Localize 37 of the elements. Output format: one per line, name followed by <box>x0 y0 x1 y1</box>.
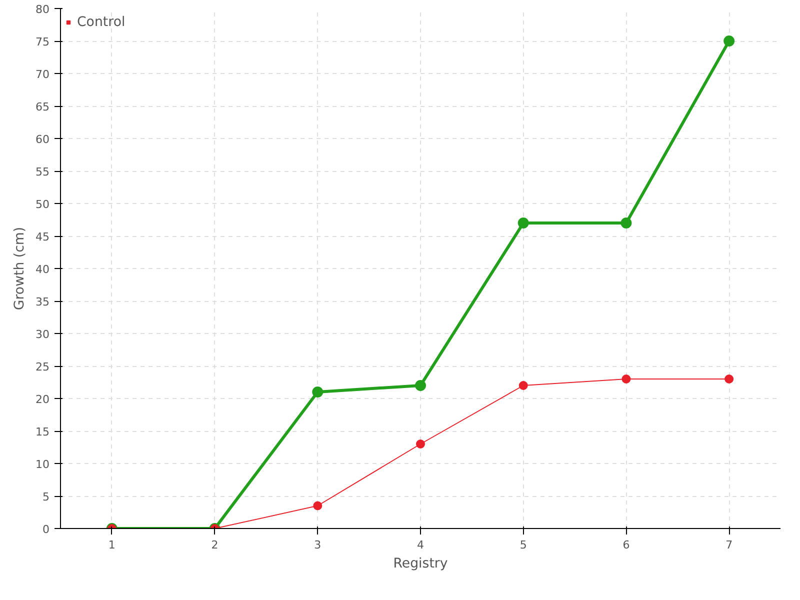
x-axis-title: Registry <box>393 556 448 572</box>
point <box>313 501 322 510</box>
x-tick-label: 1 <box>108 538 116 552</box>
legend-label: Control <box>77 14 126 30</box>
point <box>312 386 324 398</box>
y-tick-label: 80 <box>36 3 50 16</box>
x-tick-label: 6 <box>622 538 630 552</box>
point <box>724 36 735 46</box>
x-tick-label: 3 <box>314 538 322 552</box>
y-tick-label: 20 <box>36 393 50 406</box>
y-tick-label: 45 <box>36 230 50 244</box>
point <box>622 374 631 384</box>
point <box>620 218 632 228</box>
y-tick-label: 25 <box>36 360 50 374</box>
y-tick-label: 15 <box>36 426 50 438</box>
x-tick-label: 7 <box>726 538 733 552</box>
point <box>518 218 529 228</box>
y-tick-label: 10 <box>36 458 50 471</box>
y-tick-label: 65 <box>36 100 50 114</box>
x-tick-label: 4 <box>417 538 424 552</box>
point <box>416 440 425 448</box>
point <box>724 374 734 384</box>
x-tick-label: 2 <box>211 538 218 552</box>
y-tick-label: 0 <box>42 523 50 536</box>
y-tick-label: 75 <box>36 36 50 48</box>
x-tick-label: 5 <box>520 538 527 552</box>
y-tick-label: 40 <box>36 263 50 276</box>
y-tick-label: 60 <box>36 133 50 146</box>
y-tick-label: 70 <box>36 68 50 81</box>
y-tick-label: 50 <box>36 198 50 211</box>
y-tick-label: 5 <box>42 490 50 504</box>
point <box>415 380 426 391</box>
y-tick-label: 55 <box>36 166 50 178</box>
point <box>518 381 528 390</box>
y-axis-title: Growth (cm) <box>12 226 28 310</box>
y-tick-label: 30 <box>36 328 50 341</box>
y-tick-label: 35 <box>36 296 50 308</box>
